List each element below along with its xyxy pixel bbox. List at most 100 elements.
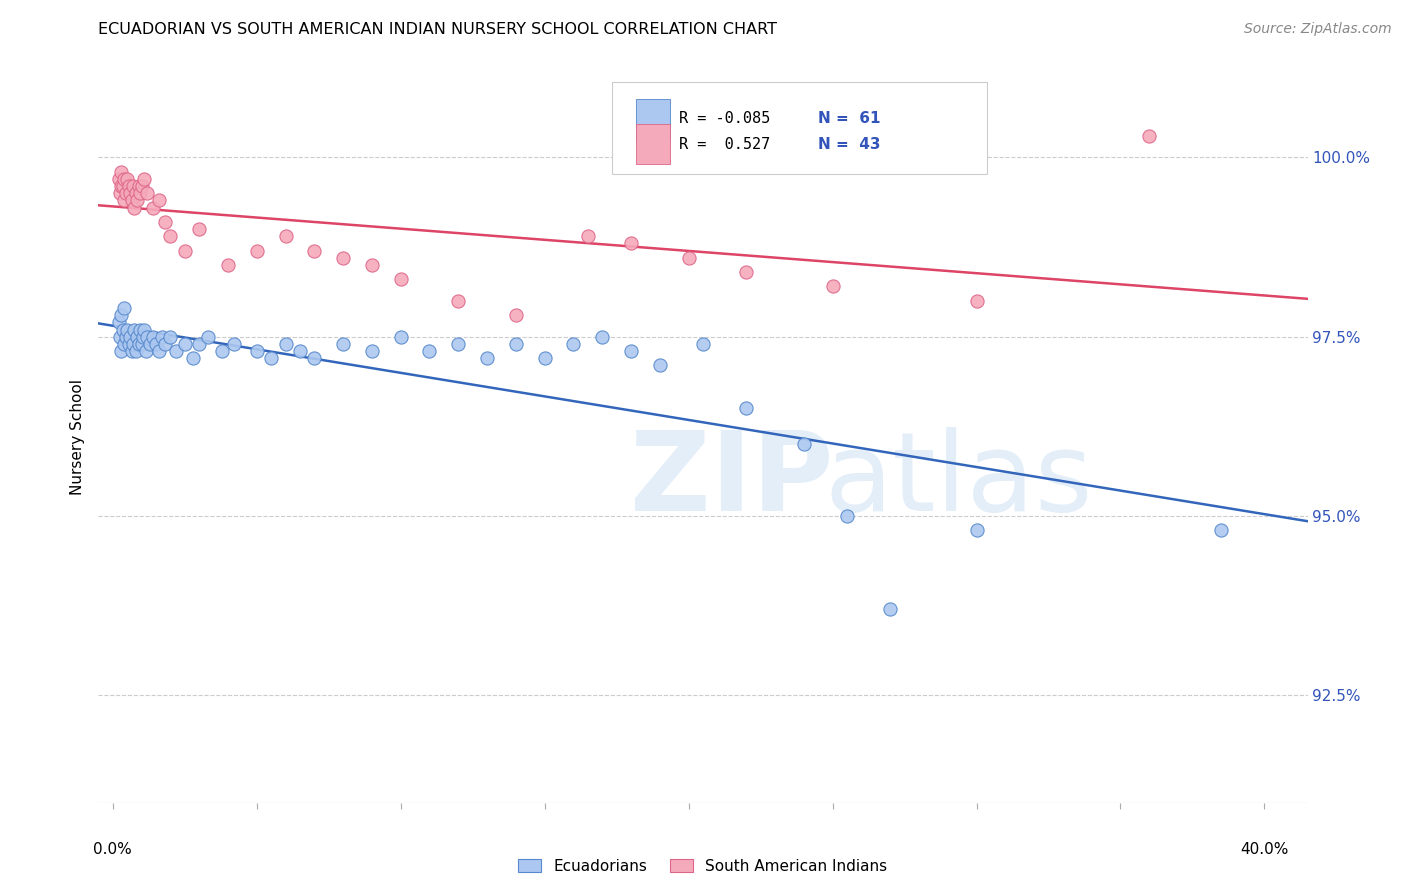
Point: [835, 508, 858, 523]
Text: N =  61: N = 61: [818, 112, 880, 127]
Text: ZIP: ZIP: [630, 427, 834, 534]
Point: [793, 437, 815, 451]
Point: [389, 272, 412, 286]
Point: [127, 329, 149, 343]
Point: [692, 336, 714, 351]
Point: [112, 301, 135, 315]
Point: [142, 329, 165, 343]
Point: [112, 172, 135, 186]
Point: [620, 236, 643, 251]
Point: [217, 258, 239, 272]
Point: [108, 329, 131, 343]
Point: [475, 351, 498, 366]
Point: [153, 215, 176, 229]
Text: R =  0.527: R = 0.527: [679, 137, 770, 152]
Point: [108, 186, 131, 201]
Point: [188, 336, 211, 351]
Text: R = -0.085: R = -0.085: [679, 112, 770, 127]
FancyBboxPatch shape: [613, 82, 987, 174]
Point: [159, 329, 181, 343]
Point: [879, 602, 901, 616]
Point: [142, 201, 165, 215]
Point: [114, 186, 136, 201]
Point: [107, 315, 129, 329]
Point: [148, 344, 170, 359]
Text: 0.0%: 0.0%: [93, 842, 132, 857]
Point: [118, 179, 141, 194]
Point: [966, 524, 988, 538]
Point: [111, 322, 134, 336]
Point: [111, 179, 134, 194]
Point: [134, 322, 156, 336]
Point: [122, 179, 145, 194]
Point: [246, 344, 269, 359]
Text: 40.0%: 40.0%: [1240, 842, 1288, 857]
Point: [246, 244, 269, 258]
Point: [648, 359, 671, 373]
Point: [447, 293, 470, 308]
FancyBboxPatch shape: [637, 99, 671, 139]
Point: [120, 186, 142, 201]
Point: [332, 336, 354, 351]
FancyBboxPatch shape: [637, 124, 671, 164]
Point: [150, 329, 173, 343]
Point: [115, 172, 138, 186]
Point: [260, 351, 283, 366]
Point: [274, 229, 297, 244]
Point: [211, 344, 233, 359]
Point: [110, 179, 132, 194]
Point: [1211, 524, 1233, 538]
Point: [222, 336, 245, 351]
Point: [115, 322, 138, 336]
Point: [145, 336, 167, 351]
Point: [129, 186, 152, 201]
Point: [121, 344, 143, 359]
Point: [274, 336, 297, 351]
Point: [183, 351, 205, 366]
Point: [620, 344, 643, 359]
Point: [127, 194, 149, 208]
Text: Source: ZipAtlas.com: Source: ZipAtlas.com: [1244, 22, 1392, 37]
Y-axis label: Nursery School: Nursery School: [70, 379, 86, 495]
Point: [136, 186, 159, 201]
Point: [121, 194, 143, 208]
Point: [112, 336, 135, 351]
Point: [125, 186, 148, 201]
Point: [139, 336, 162, 351]
Point: [134, 172, 156, 186]
Point: [136, 329, 159, 343]
Text: atlas: atlas: [824, 427, 1092, 534]
Point: [129, 322, 152, 336]
Point: [418, 344, 440, 359]
Text: ECUADORIAN VS SOUTH AMERICAN INDIAN NURSERY SCHOOL CORRELATION CHART: ECUADORIAN VS SOUTH AMERICAN INDIAN NURS…: [98, 22, 778, 37]
Point: [131, 336, 153, 351]
Point: [124, 201, 146, 215]
Point: [135, 344, 157, 359]
Point: [389, 329, 412, 343]
Point: [304, 351, 326, 366]
Point: [966, 293, 988, 308]
Point: [173, 336, 195, 351]
Point: [533, 351, 555, 366]
Point: [128, 336, 150, 351]
Point: [132, 329, 155, 343]
Point: [120, 329, 142, 343]
Point: [505, 336, 527, 351]
Point: [678, 251, 700, 265]
Point: [131, 179, 153, 194]
Point: [188, 222, 211, 236]
Point: [821, 279, 844, 293]
Point: [128, 179, 150, 194]
Point: [124, 322, 146, 336]
Point: [361, 344, 384, 359]
Point: [361, 258, 384, 272]
Point: [114, 329, 136, 343]
Point: [112, 194, 135, 208]
Point: [122, 336, 145, 351]
Point: [110, 308, 132, 322]
Point: [165, 344, 187, 359]
Point: [1137, 128, 1160, 143]
Point: [562, 336, 585, 351]
Point: [332, 251, 354, 265]
Point: [159, 229, 181, 244]
